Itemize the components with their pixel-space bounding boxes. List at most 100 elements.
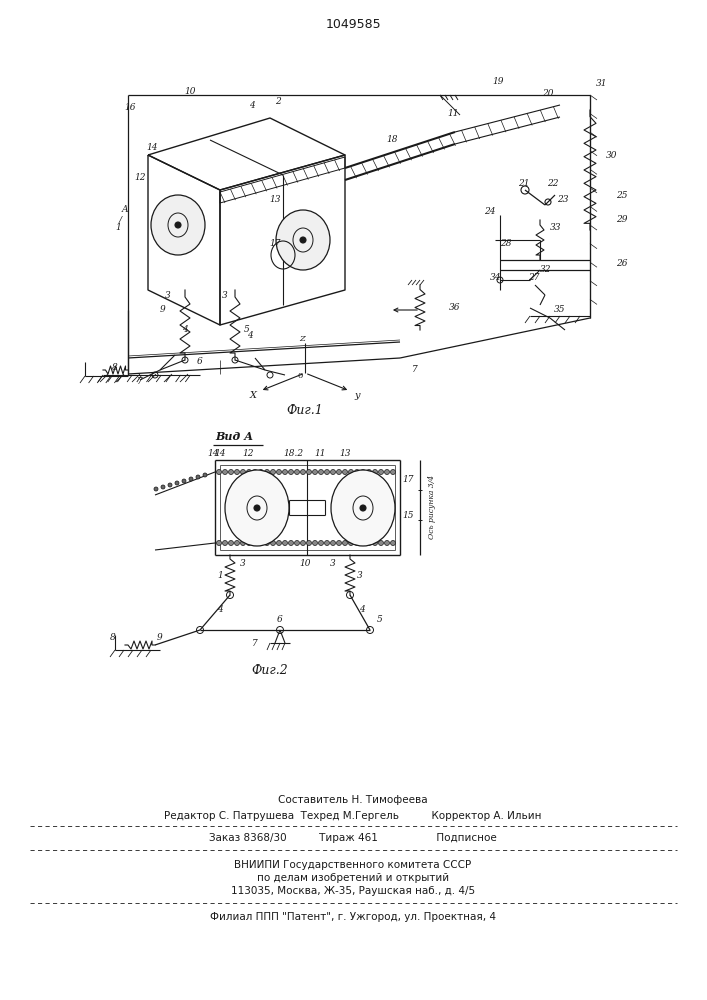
Text: y: y	[354, 390, 360, 399]
Text: 19: 19	[492, 78, 504, 87]
Text: 14: 14	[214, 448, 226, 458]
Circle shape	[295, 540, 300, 546]
Circle shape	[252, 540, 257, 546]
Circle shape	[349, 470, 354, 475]
Text: 4: 4	[182, 326, 188, 334]
Circle shape	[390, 470, 395, 475]
Text: 18.2: 18.2	[283, 448, 303, 458]
Text: 24: 24	[484, 208, 496, 217]
Circle shape	[264, 470, 269, 475]
Circle shape	[390, 540, 395, 546]
Text: 11: 11	[314, 448, 326, 458]
Circle shape	[216, 540, 221, 546]
Text: 12: 12	[243, 448, 254, 458]
Text: 3: 3	[240, 558, 246, 568]
Text: 21: 21	[518, 178, 530, 188]
Text: 0: 0	[298, 372, 303, 380]
Text: 5: 5	[244, 326, 250, 334]
Circle shape	[271, 540, 276, 546]
Circle shape	[247, 540, 252, 546]
Text: 4: 4	[249, 101, 255, 109]
Circle shape	[307, 540, 312, 546]
Text: 9: 9	[157, 634, 163, 643]
Circle shape	[354, 470, 359, 475]
Text: 4: 4	[217, 605, 223, 614]
Text: 13: 13	[339, 448, 351, 458]
Circle shape	[373, 540, 378, 546]
Circle shape	[235, 470, 240, 475]
Circle shape	[312, 540, 317, 546]
Circle shape	[325, 540, 329, 546]
Text: 18: 18	[386, 135, 398, 144]
Circle shape	[168, 483, 172, 487]
Circle shape	[330, 470, 336, 475]
Circle shape	[295, 470, 300, 475]
Circle shape	[223, 470, 228, 475]
Circle shape	[264, 540, 269, 546]
Text: 3: 3	[222, 290, 228, 300]
Ellipse shape	[276, 210, 330, 270]
Text: 13: 13	[269, 196, 281, 205]
Text: Составитель Н. Тимофеева: Составитель Н. Тимофеева	[278, 795, 428, 805]
Text: 12: 12	[134, 174, 146, 182]
Circle shape	[300, 540, 305, 546]
Text: 14: 14	[207, 448, 218, 458]
Circle shape	[240, 540, 245, 546]
Circle shape	[361, 470, 366, 475]
Circle shape	[385, 540, 390, 546]
Circle shape	[276, 540, 281, 546]
Circle shape	[240, 470, 245, 475]
Circle shape	[361, 540, 366, 546]
Text: Фиг.2: Фиг.2	[252, 664, 288, 676]
Ellipse shape	[151, 195, 205, 255]
Text: Вид А: Вид А	[215, 432, 253, 442]
Circle shape	[349, 540, 354, 546]
Text: 27: 27	[528, 273, 539, 282]
Circle shape	[337, 470, 341, 475]
Circle shape	[182, 479, 186, 483]
Text: Редактор С. Патрушева  Техред М.Гергель          Корректор А. Ильин: Редактор С. Патрушева Техред М.Гергель К…	[164, 811, 542, 821]
Text: 10: 10	[185, 88, 196, 97]
Text: 6: 6	[277, 615, 283, 624]
Text: 14: 14	[146, 142, 158, 151]
Text: 113035, Москва, Ж-35, Раушская наб., д. 4/5: 113035, Москва, Ж-35, Раушская наб., д. …	[231, 886, 475, 896]
Circle shape	[283, 470, 288, 475]
Circle shape	[203, 473, 207, 477]
Circle shape	[378, 540, 383, 546]
Text: 28: 28	[501, 238, 512, 247]
Text: 20: 20	[542, 90, 554, 99]
Circle shape	[318, 470, 324, 475]
Circle shape	[378, 470, 383, 475]
Text: 3: 3	[357, 570, 363, 580]
Circle shape	[300, 470, 305, 475]
Text: 3: 3	[330, 558, 336, 568]
Circle shape	[337, 540, 341, 546]
Text: 17: 17	[269, 238, 281, 247]
Circle shape	[342, 470, 348, 475]
Text: 29: 29	[617, 216, 628, 225]
Text: 34: 34	[490, 273, 502, 282]
Text: ВНИИПИ Государственного комитета СССР: ВНИИПИ Государственного комитета СССР	[235, 860, 472, 870]
Circle shape	[271, 470, 276, 475]
Text: 17: 17	[402, 476, 414, 485]
Text: Z: Z	[299, 335, 305, 343]
Circle shape	[228, 470, 233, 475]
Text: 33: 33	[550, 224, 562, 232]
Circle shape	[325, 470, 329, 475]
Text: 3: 3	[165, 290, 171, 300]
Circle shape	[189, 477, 193, 481]
Text: 11: 11	[448, 109, 459, 118]
Ellipse shape	[225, 470, 289, 546]
Circle shape	[254, 505, 260, 511]
Circle shape	[196, 475, 200, 479]
Text: 7: 7	[137, 377, 143, 386]
Circle shape	[288, 470, 293, 475]
Circle shape	[252, 470, 257, 475]
Text: X: X	[250, 390, 257, 399]
Text: 36: 36	[449, 304, 461, 312]
Text: 16: 16	[124, 103, 136, 111]
Text: 8: 8	[110, 634, 116, 643]
Text: 5: 5	[377, 615, 383, 624]
Text: 9: 9	[160, 306, 166, 314]
Text: Фиг.1: Фиг.1	[286, 403, 323, 416]
